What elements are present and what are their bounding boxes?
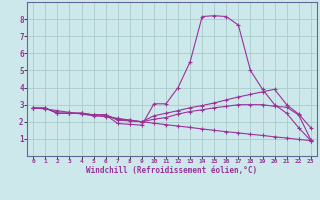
X-axis label: Windchill (Refroidissement éolien,°C): Windchill (Refroidissement éolien,°C) bbox=[86, 166, 258, 175]
